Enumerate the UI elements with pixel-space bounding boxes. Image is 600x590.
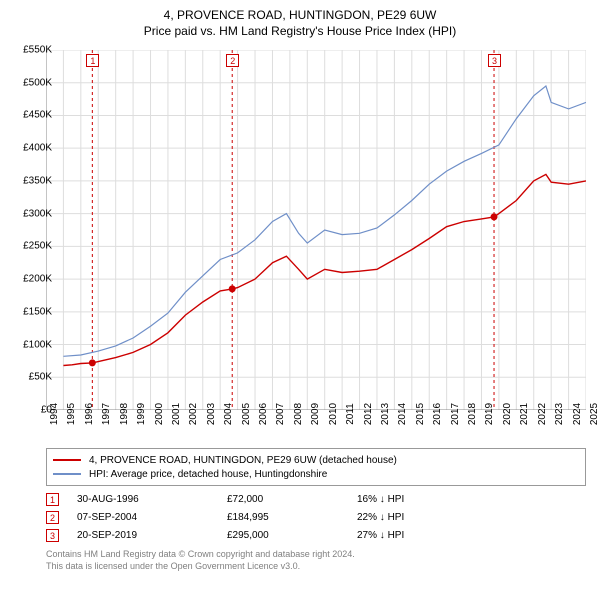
sales-date: 20-SEP-2019: [77, 530, 227, 541]
y-tick-label: £450K: [23, 110, 52, 121]
x-tick-label: 2017: [450, 403, 461, 425]
x-tick-label: 2011: [345, 403, 356, 425]
x-tick-label: 2021: [519, 403, 530, 425]
x-tick-label: 2005: [241, 403, 252, 425]
x-tick-label: 2003: [206, 403, 217, 425]
y-tick-label: £250K: [23, 241, 52, 252]
x-tick-label: 2022: [537, 403, 548, 425]
x-tick-label: 2012: [363, 403, 374, 425]
x-tick-label: 2025: [589, 403, 600, 425]
sale-marker-box: 3: [488, 54, 501, 67]
x-tick-label: 2013: [380, 403, 391, 425]
sales-date: 07-SEP-2004: [77, 512, 227, 523]
footer-line-1: Contains HM Land Registry data © Crown c…: [46, 548, 355, 560]
sales-index-box: 3: [46, 529, 59, 542]
x-tick-label: 1997: [101, 403, 112, 425]
y-tick-label: £550K: [23, 45, 52, 56]
legend-label: 4, PROVENCE ROAD, HUNTINGDON, PE29 6UW (…: [89, 455, 397, 466]
legend: 4, PROVENCE ROAD, HUNTINGDON, PE29 6UW (…: [46, 448, 586, 486]
x-tick-label: 2008: [293, 403, 304, 425]
sales-index-box: 2: [46, 511, 59, 524]
y-tick-label: £50K: [29, 372, 52, 383]
x-tick-label: 1996: [84, 403, 95, 425]
sales-index-box: 1: [46, 493, 59, 506]
sales-row: 2 07-SEP-2004£184,99522% ↓ HPI: [46, 508, 586, 526]
sales-hpi-diff: 22% ↓ HPI: [357, 512, 586, 523]
footer-attribution: Contains HM Land Registry data © Crown c…: [46, 548, 355, 572]
chart-subtitle: Price paid vs. HM Land Registry's House …: [0, 22, 600, 44]
chart-title: 4, PROVENCE ROAD, HUNTINGDON, PE29 6UW: [0, 0, 600, 22]
footer-line-2: This data is licensed under the Open Gov…: [46, 560, 355, 572]
x-tick-label: 2007: [275, 403, 286, 425]
y-tick-label: £350K: [23, 175, 52, 186]
y-tick-label: £100K: [23, 339, 52, 350]
y-tick-label: £500K: [23, 77, 52, 88]
x-tick-label: 2016: [432, 403, 443, 425]
x-tick-label: 2006: [258, 403, 269, 425]
x-tick-label: 2014: [397, 403, 408, 425]
sales-row: 3 20-SEP-2019£295,00027% ↓ HPI: [46, 526, 586, 544]
x-tick-label: 1998: [119, 403, 130, 425]
x-tick-label: 2009: [310, 403, 321, 425]
sale-marker-box: 2: [226, 54, 239, 67]
x-tick-label: 1999: [136, 403, 147, 425]
legend-item: 4, PROVENCE ROAD, HUNTINGDON, PE29 6UW (…: [53, 453, 579, 467]
x-tick-label: 2010: [328, 403, 339, 425]
x-tick-label: 2002: [188, 403, 199, 425]
x-tick-label: 1994: [49, 403, 60, 425]
sales-hpi-diff: 27% ↓ HPI: [357, 530, 586, 541]
y-tick-label: £200K: [23, 274, 52, 285]
sales-date: 30-AUG-1996: [77, 494, 227, 505]
sales-price: £72,000: [227, 494, 357, 505]
sales-hpi-diff: 16% ↓ HPI: [357, 494, 586, 505]
y-tick-label: £150K: [23, 306, 52, 317]
legend-item: HPI: Average price, detached house, Hunt…: [53, 467, 579, 481]
sales-table: 1 30-AUG-1996£72,00016% ↓ HPI 2 07-SEP-2004…: [46, 490, 586, 544]
x-tick-label: 2004: [223, 403, 234, 425]
chart-container: 4, PROVENCE ROAD, HUNTINGDON, PE29 6UW P…: [0, 0, 600, 590]
chart-svg: [46, 50, 586, 410]
x-tick-label: 2019: [484, 403, 495, 425]
legend-swatch: [53, 473, 81, 475]
y-tick-label: £400K: [23, 143, 52, 154]
x-tick-label: 2023: [554, 403, 565, 425]
legend-swatch: [53, 459, 81, 461]
x-tick-label: 2024: [572, 403, 583, 425]
x-tick-label: 2001: [171, 403, 182, 425]
sales-row: 1 30-AUG-1996£72,00016% ↓ HPI: [46, 490, 586, 508]
sales-price: £184,995: [227, 512, 357, 523]
sales-price: £295,000: [227, 530, 357, 541]
x-tick-label: 2000: [154, 403, 165, 425]
x-tick-label: 2020: [502, 403, 513, 425]
y-tick-label: £300K: [23, 208, 52, 219]
x-tick-label: 2015: [415, 403, 426, 425]
legend-label: HPI: Average price, detached house, Hunt…: [89, 469, 327, 480]
x-tick-label: 1995: [66, 403, 77, 425]
x-tick-label: 2018: [467, 403, 478, 425]
sale-marker-box: 1: [86, 54, 99, 67]
chart-area: [46, 50, 586, 410]
